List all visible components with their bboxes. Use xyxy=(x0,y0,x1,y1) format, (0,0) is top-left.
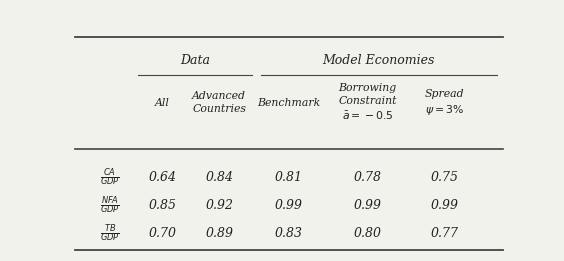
Text: 0.77: 0.77 xyxy=(430,227,458,240)
Text: $\frac{TB}{GDP}$: $\frac{TB}{GDP}$ xyxy=(100,222,120,244)
Text: 0.80: 0.80 xyxy=(354,227,382,240)
Text: Spread
$\psi = 3\%$: Spread $\psi = 3\%$ xyxy=(424,89,464,117)
Text: $\frac{CA}{GDP}$: $\frac{CA}{GDP}$ xyxy=(100,166,120,188)
Text: 0.78: 0.78 xyxy=(354,170,382,183)
Text: 0.85: 0.85 xyxy=(148,199,177,212)
Text: $\frac{NFA}{GDP}$: $\frac{NFA}{GDP}$ xyxy=(100,194,120,216)
Text: All: All xyxy=(155,98,170,108)
Text: Data: Data xyxy=(180,54,210,67)
Text: 0.64: 0.64 xyxy=(148,170,177,183)
Text: 0.99: 0.99 xyxy=(275,199,303,212)
Text: 0.92: 0.92 xyxy=(205,199,233,212)
Text: 0.84: 0.84 xyxy=(205,170,233,183)
Text: Borrowing
Constraint
$\bar{a} = -0.5$: Borrowing Constraint $\bar{a} = -0.5$ xyxy=(338,83,397,122)
Text: 0.83: 0.83 xyxy=(275,227,303,240)
Text: Model Economies: Model Economies xyxy=(323,54,435,67)
Text: 0.75: 0.75 xyxy=(430,170,458,183)
Text: Benchmark: Benchmark xyxy=(257,98,321,108)
Text: 0.99: 0.99 xyxy=(354,199,382,212)
Text: 0.99: 0.99 xyxy=(430,199,458,212)
Text: 0.70: 0.70 xyxy=(148,227,177,240)
Text: Advanced
Countries: Advanced Countries xyxy=(192,91,246,114)
Text: 0.81: 0.81 xyxy=(275,170,303,183)
Text: 0.89: 0.89 xyxy=(205,227,233,240)
